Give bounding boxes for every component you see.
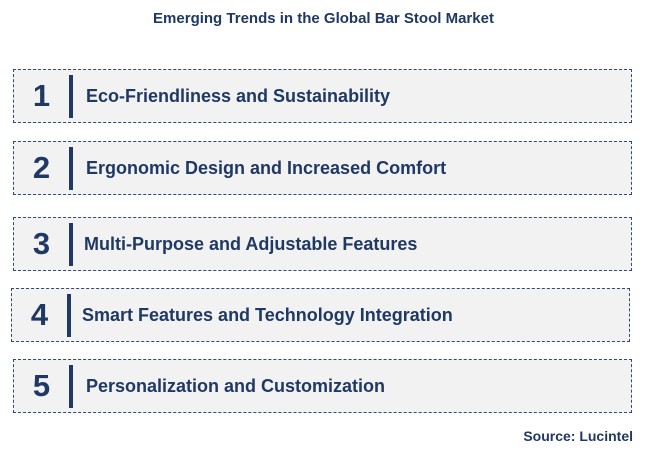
divider-bar	[69, 223, 73, 266]
trend-item-5: 5 Personalization and Customization	[13, 359, 632, 413]
trend-label: Ergonomic Design and Increased Comfort	[86, 157, 447, 178]
divider-bar	[69, 365, 73, 408]
trend-label: Multi-Purpose and Adjustable Features	[84, 233, 418, 254]
trend-label: Smart Features and Technology Integratio…	[82, 304, 453, 325]
divider-bar	[69, 147, 73, 190]
trend-number: 5	[32, 368, 51, 403]
divider-bar	[67, 294, 71, 337]
trend-number: 3	[32, 226, 51, 261]
diagram-title: Emerging Trends in the Global Bar Stool …	[153, 10, 494, 27]
trend-item-2: 2 Ergonomic Design and Increased Comfort	[13, 141, 632, 195]
trend-label: Eco-Friendliness and Sustainability	[86, 85, 391, 106]
trend-label: Personalization and Customization	[86, 375, 386, 396]
trend-item-1: 1 Eco-Friendliness and Sustainability	[13, 69, 632, 123]
trend-item-3: 3 Multi-Purpose and Adjustable Features	[13, 217, 632, 271]
trend-number: 2	[32, 150, 51, 185]
divider-bar	[69, 75, 73, 118]
trend-item-4: 4 Smart Features and Technology Integrat…	[11, 288, 630, 342]
trend-number: 1	[32, 78, 51, 113]
trend-number: 4	[30, 297, 49, 332]
source-credit: Source: Lucintel	[523, 428, 633, 444]
